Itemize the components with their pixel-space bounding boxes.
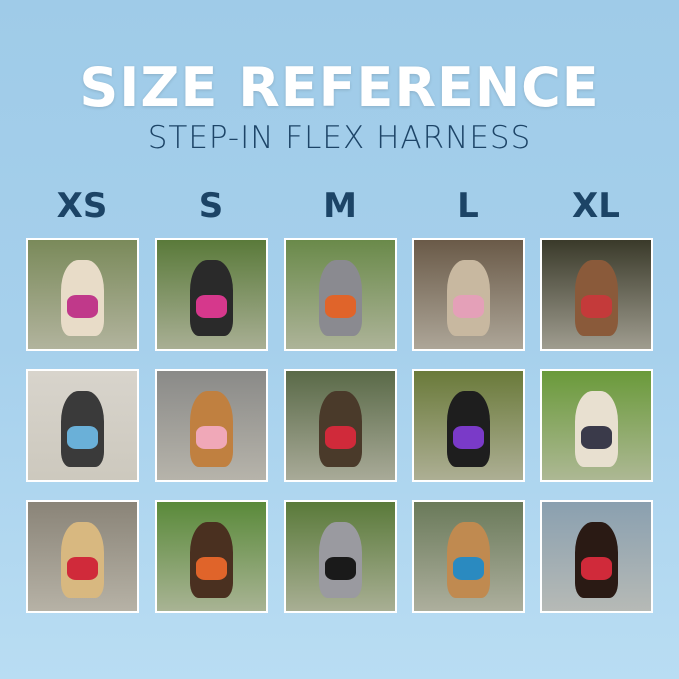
harness-image <box>581 425 612 450</box>
harness-image <box>196 425 227 450</box>
size-label-s: S <box>198 186 224 226</box>
size-label-m: M <box>323 186 357 226</box>
size-label-l: L <box>457 186 479 226</box>
harness-image <box>196 294 227 319</box>
dog-photo-xs <box>26 500 139 613</box>
harness-image <box>67 556 98 581</box>
dog-photo-l <box>412 369 525 482</box>
dog-photo-xl <box>540 238 653 351</box>
size-label-xl: XL <box>572 186 620 226</box>
dog-photo-s <box>155 238 268 351</box>
size-label-xs: XS <box>56 186 108 226</box>
subtitle: STEP-IN FLEX HARNESS <box>147 120 532 156</box>
dog-photo-s <box>155 500 268 613</box>
dog-photo-xs <box>26 369 139 482</box>
dog-photo-l <box>412 238 525 351</box>
harness-image <box>453 425 484 450</box>
title: SIZE REFERENCE <box>79 56 600 119</box>
dog-photo-m <box>284 500 397 613</box>
harness-image <box>581 556 612 581</box>
harness-image <box>453 556 484 581</box>
dog-photo-xl <box>540 369 653 482</box>
harness-image <box>325 294 356 319</box>
harness-image <box>325 556 356 581</box>
harness-image <box>196 556 227 581</box>
dog-photo-xl <box>540 500 653 613</box>
harness-image <box>581 294 612 319</box>
harness-image <box>325 425 356 450</box>
dog-photo-s <box>155 369 268 482</box>
harness-image <box>67 425 98 450</box>
dog-photo-m <box>284 369 397 482</box>
dog-photo-m <box>284 238 397 351</box>
dog-photo-l <box>412 500 525 613</box>
harness-image <box>453 294 484 319</box>
harness-image <box>67 294 98 319</box>
dog-photo-xs <box>26 238 139 351</box>
